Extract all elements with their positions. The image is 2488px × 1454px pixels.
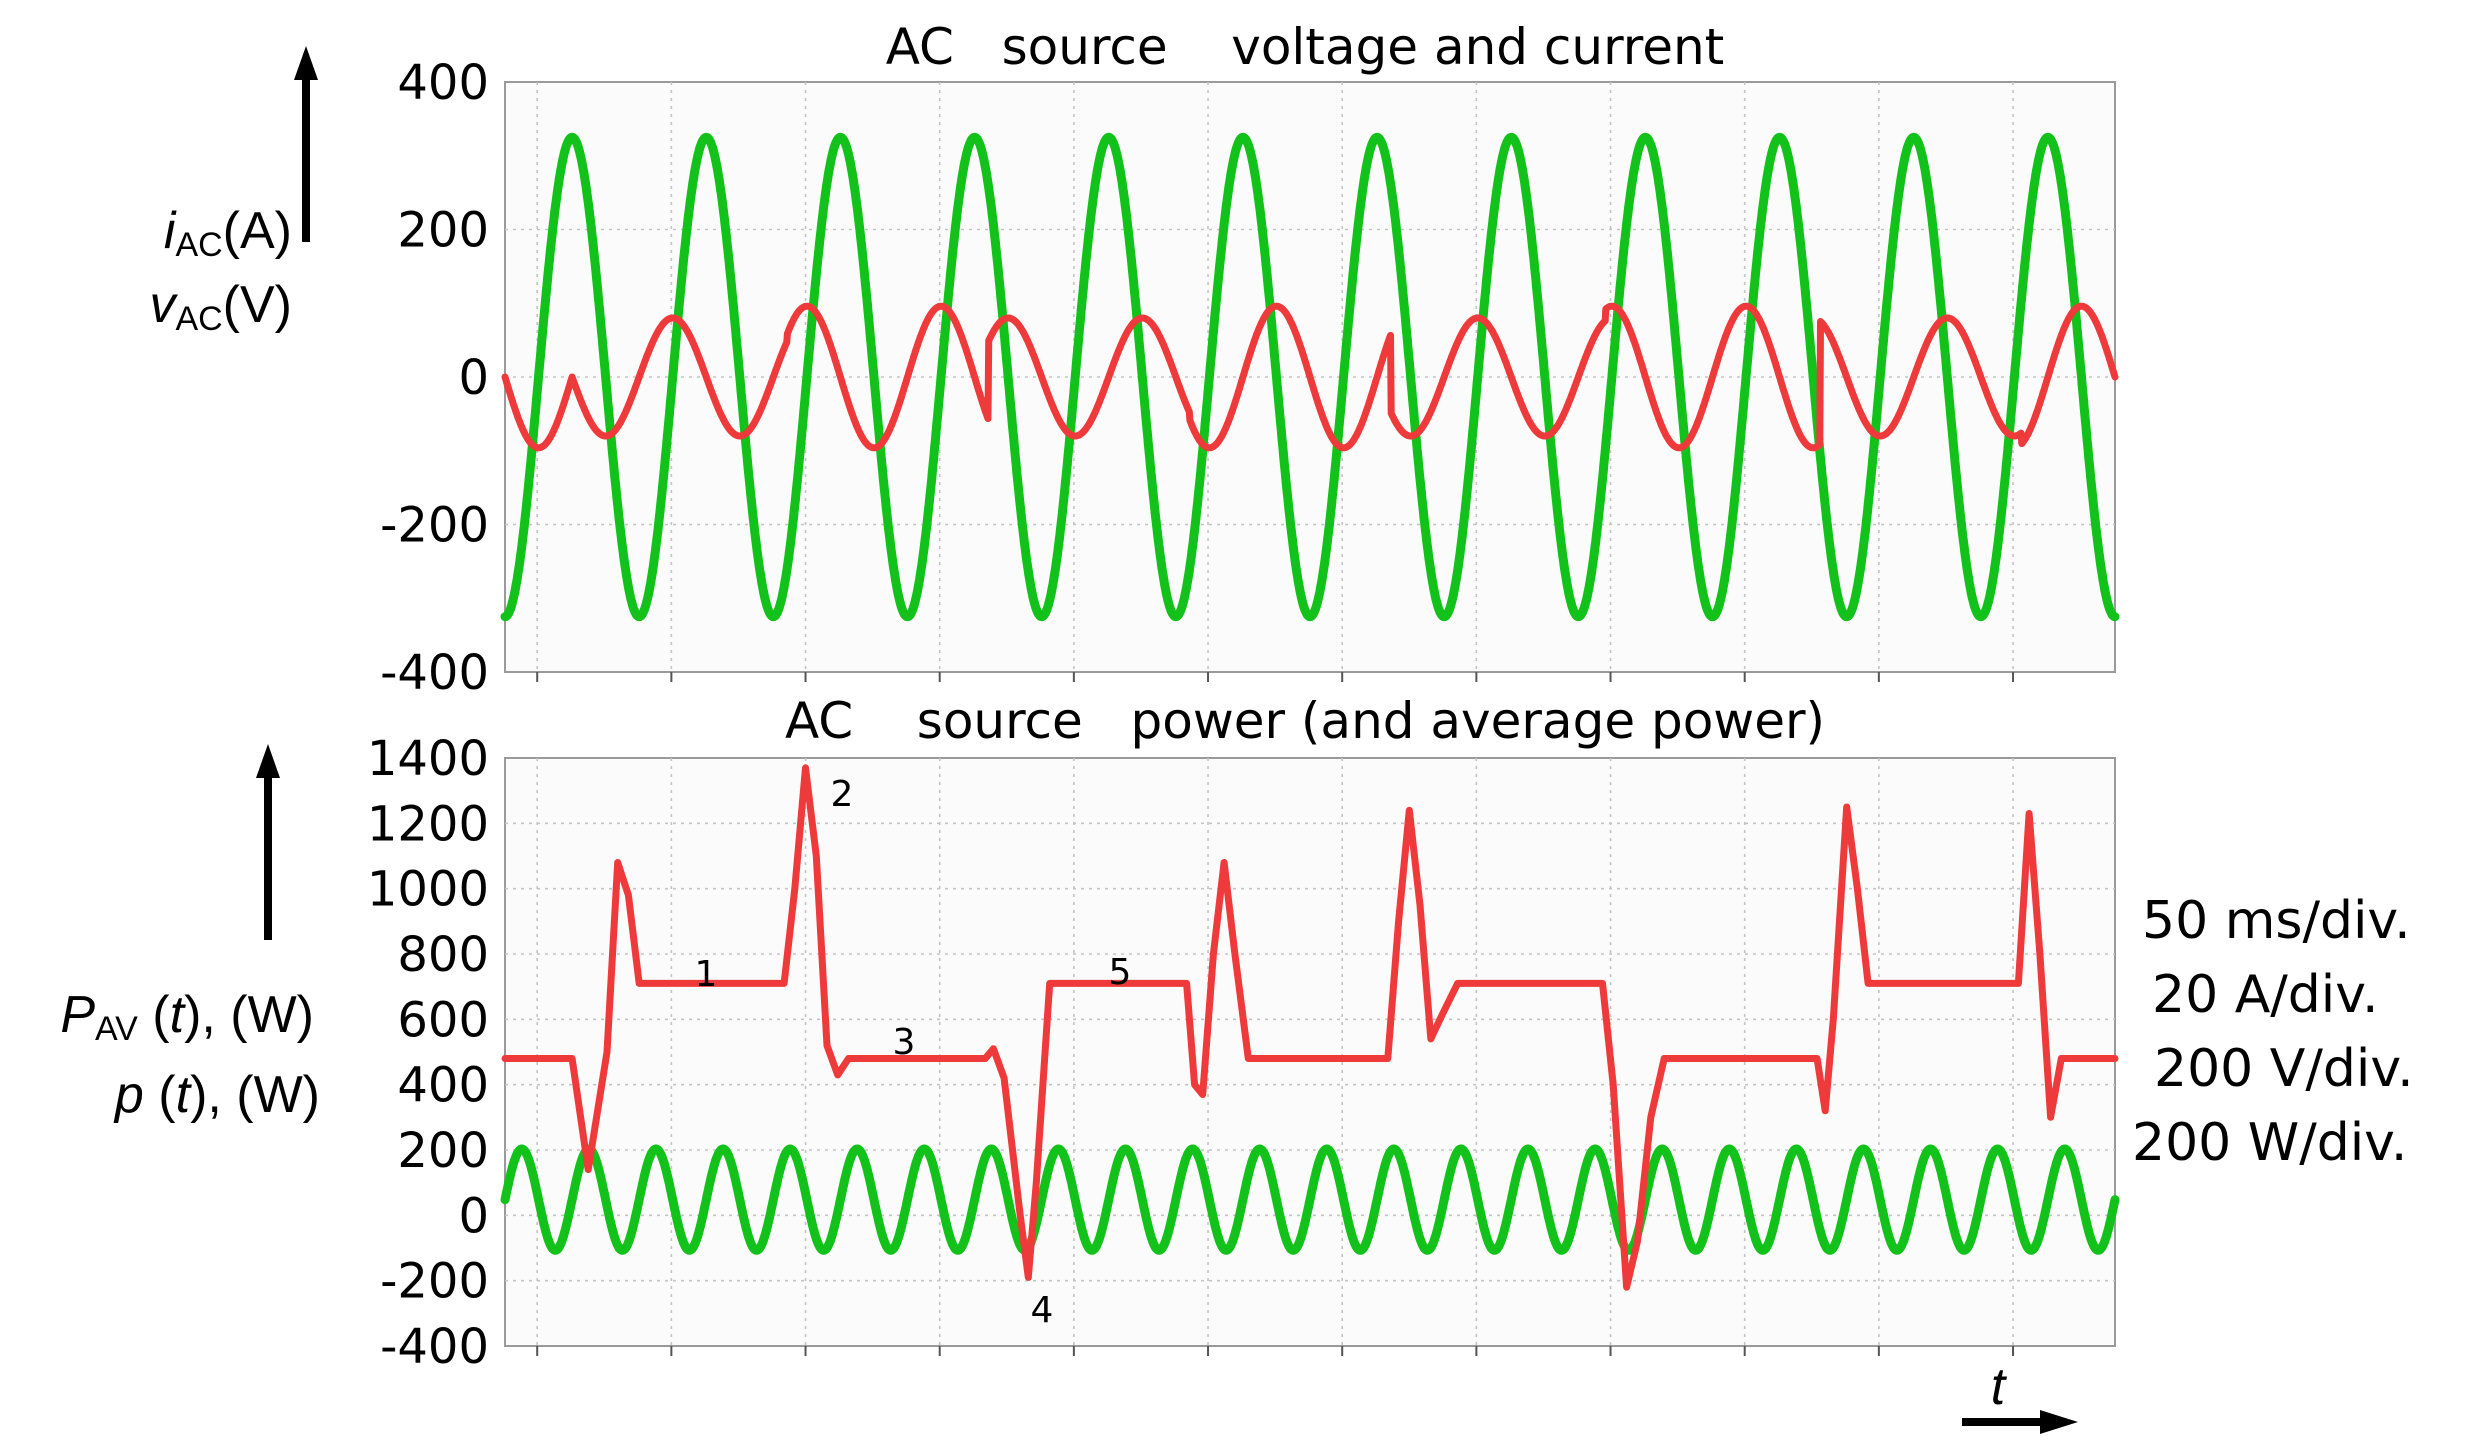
annotation-3: 3 xyxy=(893,1022,916,1063)
bottom-traces xyxy=(500,764,2120,1291)
scale-current: 20 A/div. xyxy=(2152,965,2379,1025)
top-chart-title: AC source voltage and current xyxy=(886,18,1725,76)
scale-time: 50 ms/div. xyxy=(2142,891,2411,951)
top-y-tick-label: 0 xyxy=(458,350,489,406)
top-grid xyxy=(505,82,2115,682)
top-y-tick-label: 400 xyxy=(397,55,489,111)
top-series-green-line xyxy=(500,132,2120,622)
bottom-grid xyxy=(505,758,2115,1356)
bottom-y-tick-label: 800 xyxy=(397,927,489,983)
x-axis-label: t xyxy=(1991,1358,2008,1416)
bottom-y-tick-label: 1000 xyxy=(367,862,489,918)
bottom-plot-area xyxy=(504,757,2116,1347)
top-panel: AC source voltage and current 400 200 0 … xyxy=(149,18,2120,701)
bottom-panel: AC source power (and average power) 1400… xyxy=(60,692,2120,1434)
top-y-tick-label: -200 xyxy=(380,498,489,554)
bottom-chart-title: AC source power (and average power) xyxy=(785,692,1825,750)
top-ylabel-current: iAC(A) xyxy=(164,202,292,264)
top-traces xyxy=(500,132,2120,622)
bottom-y-tick-label: 600 xyxy=(397,992,489,1048)
bottom-y-tick-label: 1400 xyxy=(367,731,489,787)
bottom-y-tick-label: -400 xyxy=(380,1319,489,1375)
bottom-y-axis-arrowhead xyxy=(256,744,280,778)
top-series-red-line xyxy=(501,302,2119,452)
annotation-2: 2 xyxy=(831,774,854,815)
top-y-axis-arrowhead xyxy=(294,46,318,80)
bottom-y-tick-label: 200 xyxy=(397,1123,489,1179)
top-y-tick-labels: 400 200 0 -200 -400 xyxy=(380,55,489,701)
bottom-series-red-line xyxy=(501,764,2119,1291)
annotation-1: 1 xyxy=(695,954,718,995)
bottom-y-tick-label: 1200 xyxy=(367,796,489,852)
top-ylabel-voltage: vAC(V) xyxy=(149,276,292,338)
bottom-y-tick-labels: 1400 1200 1000 800 600 400 200 0 -200 -4… xyxy=(367,731,489,1375)
bottom-y-tick-label: 0 xyxy=(458,1188,489,1244)
bottom-ylabel-average-power: PAV (t), (W) xyxy=(60,986,314,1048)
top-y-tick-label: 200 xyxy=(397,203,489,259)
bottom-y-tick-label: 400 xyxy=(397,1058,489,1114)
bottom-y-tick-label: -200 xyxy=(380,1254,489,1310)
annotation-4: 4 xyxy=(1031,1290,1054,1331)
scale-info: 50 ms/div. 20 A/div. 200 V/div. 200 W/di… xyxy=(2132,891,2414,1173)
scale-voltage: 200 V/div. xyxy=(2154,1039,2414,1099)
x-axis-arrowhead xyxy=(2040,1410,2078,1434)
bottom-series-green-line xyxy=(500,1144,2120,1255)
scale-power: 200 W/div. xyxy=(2132,1113,2407,1173)
bottom-ylabel-instantaneous-power: p (t), (W) xyxy=(113,1066,320,1124)
annotation-5: 5 xyxy=(1109,952,1132,993)
top-y-tick-label: -400 xyxy=(380,645,489,701)
